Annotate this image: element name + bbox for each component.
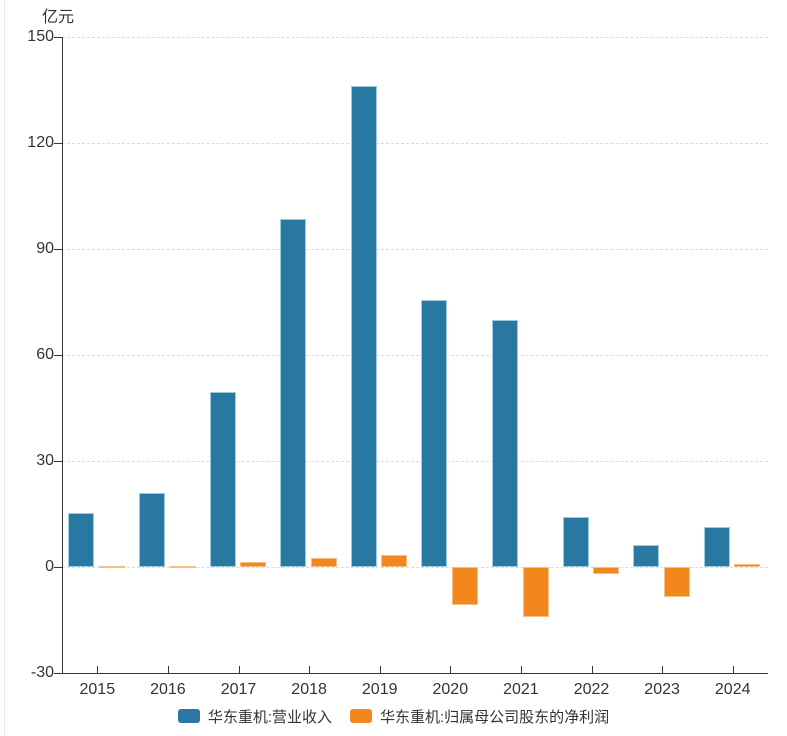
bar-net-profit-2020[interactable] (452, 567, 478, 606)
bar-net-profit-2017[interactable] (240, 562, 267, 567)
bar-net-profit-2021[interactable] (522, 567, 549, 618)
bar-revenue-2023[interactable] (633, 545, 660, 567)
y-axis-label-30: 30 (36, 452, 54, 469)
legend-label-net-profit: 华东重机:归属母公司股东的净利润 (380, 708, 610, 726)
bar-revenue-2019[interactable] (350, 86, 377, 567)
y-axis-tick-30 (54, 460, 62, 462)
legend-swatch-net-profit (350, 709, 372, 723)
gridline-60 (62, 354, 768, 356)
gridline-90 (62, 248, 768, 250)
x-axis-tick-2020 (450, 666, 452, 673)
x-axis-label-2015: 2015 (79, 681, 116, 698)
y-axis-tick--30 (54, 672, 62, 674)
bar-revenue-2021[interactable] (491, 319, 518, 567)
x-axis-label-2017: 2017 (220, 681, 257, 698)
bar-revenue-2022[interactable] (562, 516, 589, 567)
bar-revenue-2020[interactable] (421, 299, 448, 567)
gridline-0 (62, 566, 768, 568)
x-axis-tick-2024 (732, 666, 734, 673)
bar-net-profit-2016[interactable] (169, 565, 196, 568)
bar-net-profit-2022[interactable] (593, 567, 620, 575)
legend: 华东重机:营业收入 华东重机:归属母公司股东的净利润 (0, 703, 787, 729)
gridline-120 (62, 142, 768, 144)
x-axis-label-2024: 2024 (714, 681, 751, 698)
x-axis-tick-2021 (520, 666, 522, 673)
bar-revenue-2024[interactable] (703, 527, 730, 567)
page-edge-divider (4, 0, 5, 736)
bar-net-profit-2015[interactable] (99, 565, 125, 568)
bar-revenue-2018[interactable] (280, 218, 307, 567)
bar-net-profit-2019[interactable] (381, 554, 408, 567)
legend-item-net-profit[interactable]: 华东重机:归属母公司股东的净利润 (350, 706, 609, 727)
bar-revenue-2015[interactable] (68, 512, 95, 567)
x-axis-label-2023: 2023 (644, 681, 680, 698)
bar-net-profit-2023[interactable] (663, 567, 690, 598)
y-axis-tick-60 (54, 354, 62, 356)
x-axis-tick-2016 (167, 666, 169, 673)
y-axis-tick-120 (54, 142, 62, 144)
x-axis-tick-2019 (379, 666, 381, 673)
bar-net-profit-2018[interactable] (310, 557, 337, 567)
x-axis-label-2020: 2020 (432, 681, 469, 698)
y-axis-tick-150 (54, 36, 62, 38)
x-axis-label-2021: 2021 (503, 681, 539, 698)
x-axis-tick-2018 (309, 666, 311, 673)
y-axis-label-60: 60 (36, 346, 54, 363)
y-axis-unit-label: 亿元 (42, 9, 75, 26)
y-axis-tick-90 (54, 248, 62, 250)
x-axis-label-2019: 2019 (361, 681, 398, 698)
legend-item-revenue[interactable]: 华东重机:营业收入 (177, 706, 332, 727)
y-axis-line (62, 37, 63, 673)
y-axis-label-120: 120 (27, 134, 54, 151)
bar-revenue-2017[interactable] (209, 392, 236, 567)
y-axis-label-90: 90 (36, 240, 54, 257)
bar-revenue-2016[interactable] (138, 492, 165, 567)
y-axis-label--30: -30 (30, 664, 54, 681)
x-axis-label-2022: 2022 (573, 681, 610, 698)
x-axis-tick-2015 (97, 666, 99, 673)
x-axis-label-2018: 2018 (291, 681, 327, 698)
legend-swatch-revenue (177, 709, 200, 723)
y-axis-tick-0 (54, 566, 62, 568)
x-axis-tick-2022 (591, 666, 593, 673)
x-axis-line (62, 673, 768, 674)
x-axis-label-2016: 2016 (150, 681, 186, 698)
x-axis-tick-2023 (662, 666, 664, 673)
gridline-150 (62, 36, 768, 38)
y-axis-label-0: 0 (45, 558, 54, 575)
legend-label-revenue: 华东重机:营业收入 (207, 708, 332, 726)
y-axis-label-150: 150 (27, 28, 54, 45)
bar-net-profit-2024[interactable] (734, 563, 761, 567)
gridline-30 (62, 460, 768, 462)
x-axis-tick-2017 (238, 666, 240, 673)
